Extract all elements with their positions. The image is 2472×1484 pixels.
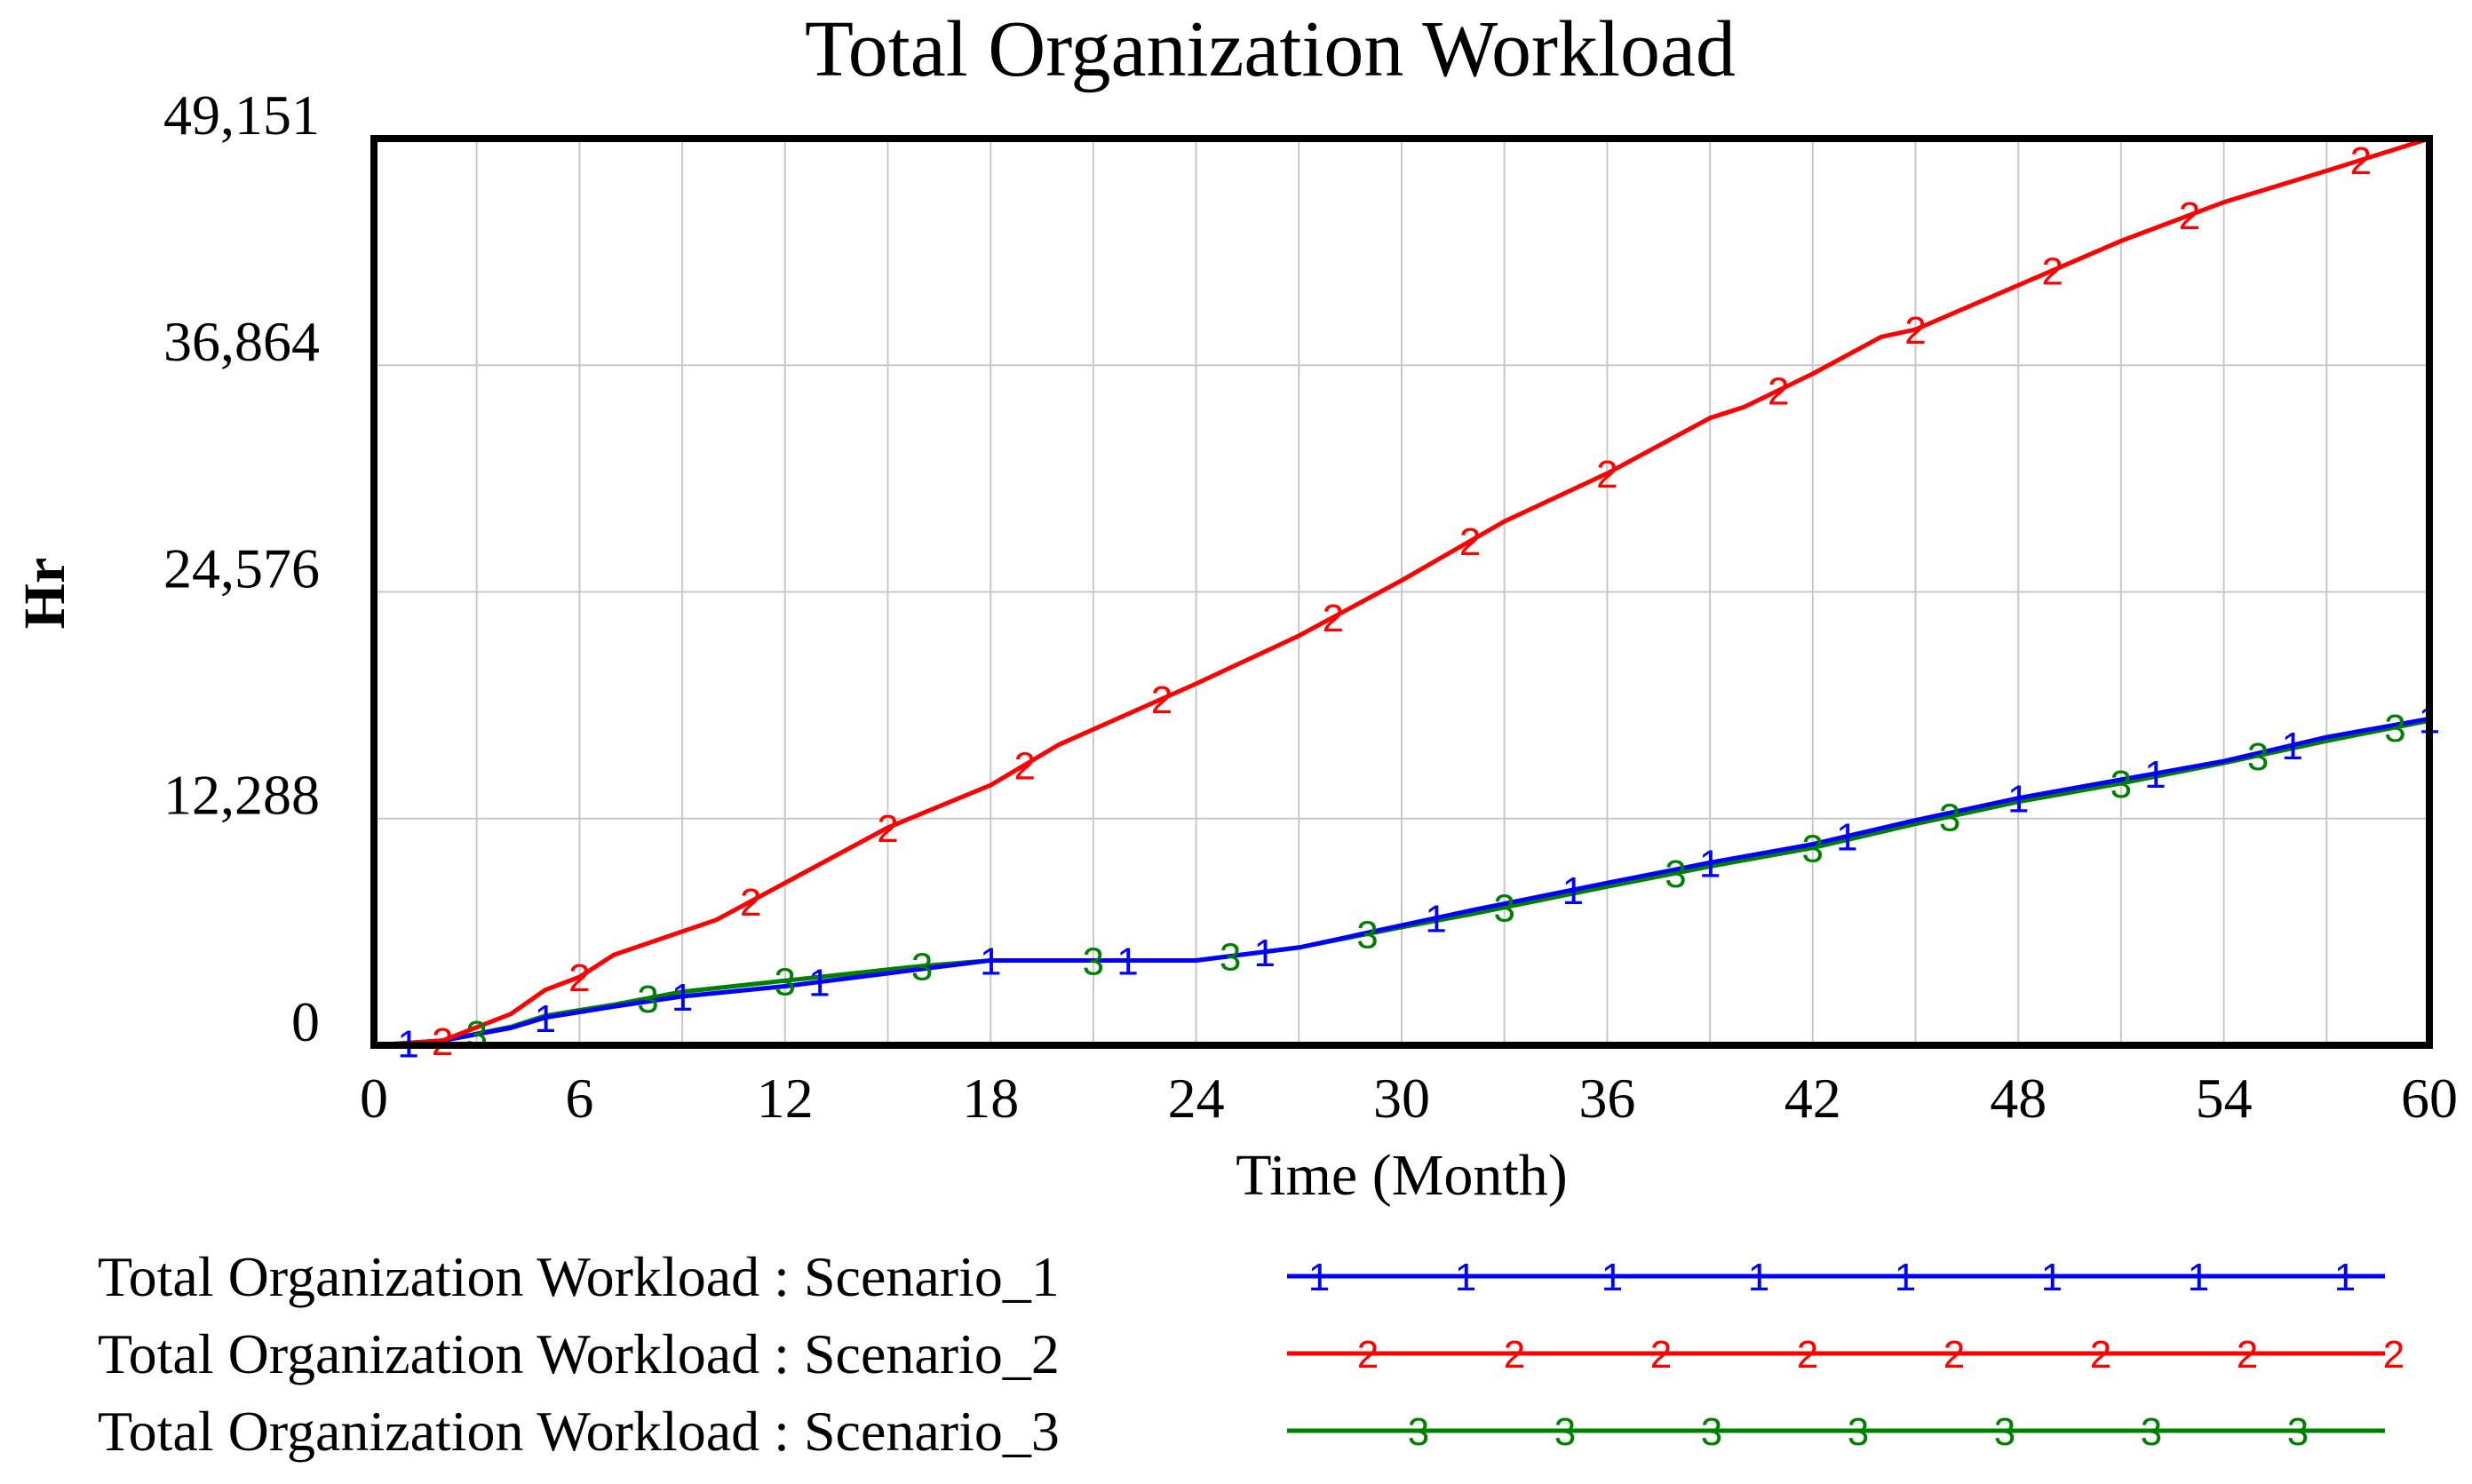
legend-marker: 1: [1602, 1256, 1623, 1299]
plot-frame: [370, 135, 2433, 1049]
series-marker-2: 2: [1014, 744, 1036, 788]
series-marker-2: 2: [1904, 309, 1926, 353]
series-marker-1: 1: [1836, 816, 1857, 860]
series-marker-1: 1: [2007, 778, 2029, 821]
series-marker-1: 1: [1117, 940, 1138, 983]
y-axis-label: Hr: [12, 558, 77, 630]
x-tick-labels: 0 6 12 18 24 30 36 42 48 54 60: [360, 1067, 2458, 1130]
series-marker-3: 3: [1220, 936, 1241, 980]
series-marker-1: 1: [980, 940, 1001, 983]
series-marker-1: 1: [808, 962, 830, 1005]
series-marker-3: 3: [2384, 707, 2405, 750]
series-marker-3: 3: [2247, 735, 2269, 779]
series-marker-1: 1: [1699, 842, 1721, 885]
chart-title: Total Organization Workload: [805, 5, 1736, 93]
legend-label: Total Organization Workload : Scenario_1: [98, 1245, 1060, 1308]
legend-marker: 3: [2287, 1410, 2309, 1454]
series-marker-1: 1: [672, 976, 693, 1020]
legend-marker: 1: [1895, 1256, 1916, 1299]
y-tick-label: 0: [291, 990, 320, 1053]
legend-marker: 2: [2237, 1333, 2258, 1377]
series-marker-1: 1: [1425, 898, 1446, 941]
x-tick-label: 6: [565, 1067, 593, 1130]
series-marker-2: 2: [1323, 597, 1344, 640]
grid: [373, 139, 2430, 1045]
x-tick-label: 30: [1373, 1067, 1430, 1130]
legend-marker: 1: [2041, 1256, 2063, 1299]
legend-marker: 2: [1943, 1333, 1965, 1377]
legend-marker: 1: [1455, 1256, 1476, 1299]
series-marker-3: 3: [1665, 853, 1686, 896]
legend-marker: 3: [2141, 1410, 2162, 1454]
legend-marker: 2: [1357, 1333, 1379, 1377]
legend-item-1: Total Organization Workload : Scenario_1…: [98, 1245, 2385, 1308]
legend: Total Organization Workload : Scenario_1…: [98, 1245, 2404, 1463]
series-marker-3: 3: [637, 978, 658, 1021]
series-marker-3: 3: [1493, 887, 1514, 931]
legend-label: Total Organization Workload : Scenario_3: [98, 1400, 1060, 1463]
series-line-1: [373, 716, 2430, 1048]
legend-marker: 3: [1848, 1410, 1869, 1454]
series-marker-2: 2: [1596, 453, 1618, 496]
series-marker-2: 2: [877, 807, 898, 851]
x-tick-label: 48: [1990, 1067, 2047, 1130]
y-tick-label: 24,576: [163, 536, 320, 599]
legend-label: Total Organization Workload : Scenario_2: [98, 1322, 1060, 1385]
series-marker-2: 2: [2179, 194, 2200, 238]
y-tick-label: 12,288: [163, 764, 320, 827]
series-marker-1: 1: [2144, 753, 2166, 797]
series-marker-3: 3: [1083, 940, 1104, 983]
y-tick-labels: 0 12,288 24,576 36,864 49,151: [163, 83, 320, 1053]
series-marker-3: 3: [2110, 763, 2132, 806]
legend-marker: 2: [2383, 1333, 2404, 1377]
legend-marker: 3: [1554, 1410, 1576, 1454]
series-marker-2: 2: [1151, 679, 1172, 722]
y-tick-label: 36,864: [163, 310, 320, 373]
x-tick-label: 24: [1168, 1067, 1225, 1130]
series-marker-2: 2: [2042, 250, 2063, 294]
series-marker-2: 2: [568, 956, 590, 1000]
legend-marker: 2: [1650, 1333, 1672, 1377]
series-marker-1: 1: [1253, 932, 1275, 975]
series-marker-2: 2: [2350, 139, 2372, 183]
legend-marker: 2: [1797, 1333, 1818, 1377]
legend-marker: 1: [1748, 1256, 1769, 1299]
series-marker-2: 2: [740, 881, 761, 925]
series-marker-1: 1: [2281, 725, 2302, 768]
series-marker-3: 3: [1939, 796, 1960, 839]
series-marker-1: 1: [535, 997, 556, 1041]
legend-marker: 2: [1504, 1333, 1525, 1377]
series-marker-3: 3: [911, 946, 933, 989]
legend-marker: 2: [2090, 1333, 2111, 1377]
series-marker-3: 3: [1356, 914, 1378, 957]
x-tick-label: 42: [1784, 1067, 1841, 1130]
x-tick-label: 36: [1578, 1067, 1635, 1130]
series-marker-3: 3: [1802, 828, 1824, 871]
legend-marker: 1: [2334, 1256, 2356, 1299]
legend-marker: 1: [1308, 1256, 1330, 1299]
y-tick-label: 49,151: [163, 83, 320, 147]
x-axis-label: Time (Month): [1236, 1143, 1567, 1208]
x-tick-label: 60: [2401, 1067, 2458, 1130]
x-tick-label: 12: [757, 1067, 814, 1130]
x-tick-label: 18: [962, 1067, 1019, 1130]
legend-marker: 3: [1994, 1410, 2015, 1454]
legend-item-2: Total Organization Workload : Scenario_2…: [98, 1322, 2404, 1385]
series-marker-1: 1: [1562, 869, 1584, 913]
series-marker-3: 3: [775, 960, 796, 1004]
x-tick-label: 0: [360, 1067, 388, 1130]
series-marker-2: 2: [1459, 520, 1481, 564]
legend-marker: 3: [1408, 1410, 1429, 1454]
legend-item-3: Total Organization Workload : Scenario_3…: [98, 1400, 2385, 1463]
series-lines: [373, 136, 2430, 1048]
series-marker-3: 3: [465, 1013, 487, 1057]
series-marker-2: 2: [1768, 370, 1789, 414]
legend-marker: 1: [2188, 1256, 2209, 1299]
x-tick-label: 54: [2196, 1067, 2253, 1130]
legend-marker: 3: [1701, 1410, 1722, 1454]
series-line-2: [373, 136, 2430, 1048]
